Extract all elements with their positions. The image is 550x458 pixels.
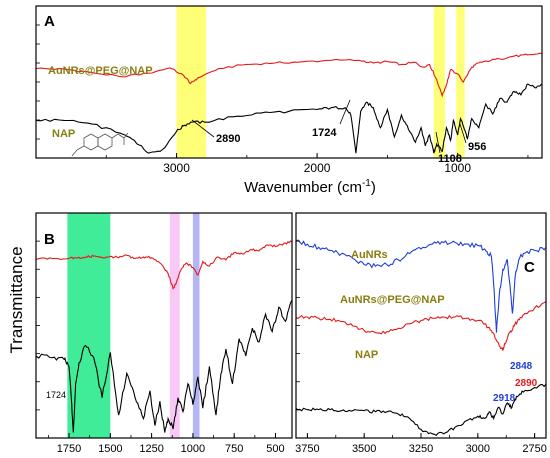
label-nap-c: NAP xyxy=(355,349,378,361)
x-tick-label-c-3000: 3000 xyxy=(466,443,490,455)
series-line-b-aunrs-peg-nap xyxy=(35,240,293,291)
highlight-band-b-1 xyxy=(169,213,180,438)
panel-a-bands xyxy=(176,6,465,158)
peak-label-1724-b: 1724 xyxy=(46,390,66,400)
panel-b-series xyxy=(35,240,293,433)
series-line-b-nap xyxy=(35,300,293,433)
x-tick-label-c-3500: 3500 xyxy=(352,443,376,455)
x-tick-label-b-750: 750 xyxy=(225,443,243,455)
panel-c: 3750 3500 3250 3000 2750 C AuNRs AuNRs@PEG@N… xyxy=(295,212,547,455)
y-axis-title: Transmittance xyxy=(7,246,26,353)
x-tick-label-a-1000: 1000 xyxy=(444,161,471,175)
label-aunrs-peg-nap-c: AuNRs@PEG@NAP xyxy=(340,294,445,306)
x-tick-label-a-3000: 3000 xyxy=(163,161,190,175)
peak-label-2848-c: 2848 xyxy=(510,361,533,372)
panel-b: 1750 1500 1250 1000 750 500 B 1724 xyxy=(35,212,293,455)
x-tick-label-b-1250: 1250 xyxy=(139,443,163,455)
highlight-band-b-0 xyxy=(67,213,111,438)
x-tick-label-c-2750: 2750 xyxy=(522,443,546,455)
x-axis-title-sup: -1 xyxy=(362,178,371,189)
x-axis-title-a: Wavenumber (cm-1) xyxy=(244,178,376,196)
peak-label-2890-a: 2890 xyxy=(216,133,240,145)
panel-b-letter: B xyxy=(44,231,55,248)
x-tick-label-c-3750: 3750 xyxy=(295,443,319,455)
x-tick-label-b-1750: 1750 xyxy=(57,443,81,455)
highlight-band-a-2 xyxy=(456,6,465,158)
panel-a-ticks: 3000 2000 1000 xyxy=(36,24,529,175)
panel-a-series xyxy=(35,52,543,154)
x-axis-title-close: ) xyxy=(371,179,376,196)
peak-pointer-1724-a xyxy=(339,99,351,125)
panel-c-series xyxy=(295,239,547,436)
peak-label-2890-c: 2890 xyxy=(515,378,538,389)
x-tick-label-c-3250: 3250 xyxy=(409,443,433,455)
label-aunrs-c: AuNRs xyxy=(351,249,388,261)
highlight-band-b-2 xyxy=(192,213,200,438)
x-tick-label-a-2000: 2000 xyxy=(304,161,331,175)
peak-pointer-956-a xyxy=(459,123,467,144)
naproxen-structure-icon xyxy=(71,132,129,157)
x-tick-label-b-1500: 1500 xyxy=(98,443,122,455)
series-line-c-nap xyxy=(295,383,547,436)
peak-pointer-1108-a xyxy=(435,131,441,154)
panel-b-ticks: 1750 1500 1250 1000 750 500 xyxy=(36,240,285,455)
series-line-a-nap xyxy=(35,83,543,154)
x-tick-label-b-1000: 1000 xyxy=(181,443,205,455)
peak-label-1724-a: 1724 xyxy=(312,127,337,139)
highlight-band-a-1 xyxy=(433,6,446,158)
label-nap-a: NAP xyxy=(52,128,75,140)
x-axis-title-text: Wavenumber (cm xyxy=(244,179,362,196)
panel-c-ticks: 3750 3500 3250 3000 2750 xyxy=(295,240,547,455)
x-tick-label-b-500: 500 xyxy=(266,443,284,455)
label-aunrs-peg-nap-a: AuNRs@PEG@NAP xyxy=(48,65,153,77)
peak-pointer-2890-a xyxy=(191,119,215,138)
panel-a-letter: A xyxy=(44,13,55,30)
peak-label-2918-c: 2918 xyxy=(493,393,516,404)
peak-label-956-a: 956 xyxy=(468,141,486,153)
panel-a: 3000 2000 1000 A AuNRs@PEG@NAP NAP 2890 17… xyxy=(35,5,543,196)
series-line-c-aunrs xyxy=(295,239,547,333)
panel-c-letter: C xyxy=(524,259,535,276)
panel-b-bands xyxy=(67,213,200,438)
series-line-c-aunrs-peg-nap xyxy=(295,300,547,351)
peak-label-1108-a: 1108 xyxy=(438,153,462,165)
series-line-a-aunrs-peg-nap xyxy=(35,52,543,98)
